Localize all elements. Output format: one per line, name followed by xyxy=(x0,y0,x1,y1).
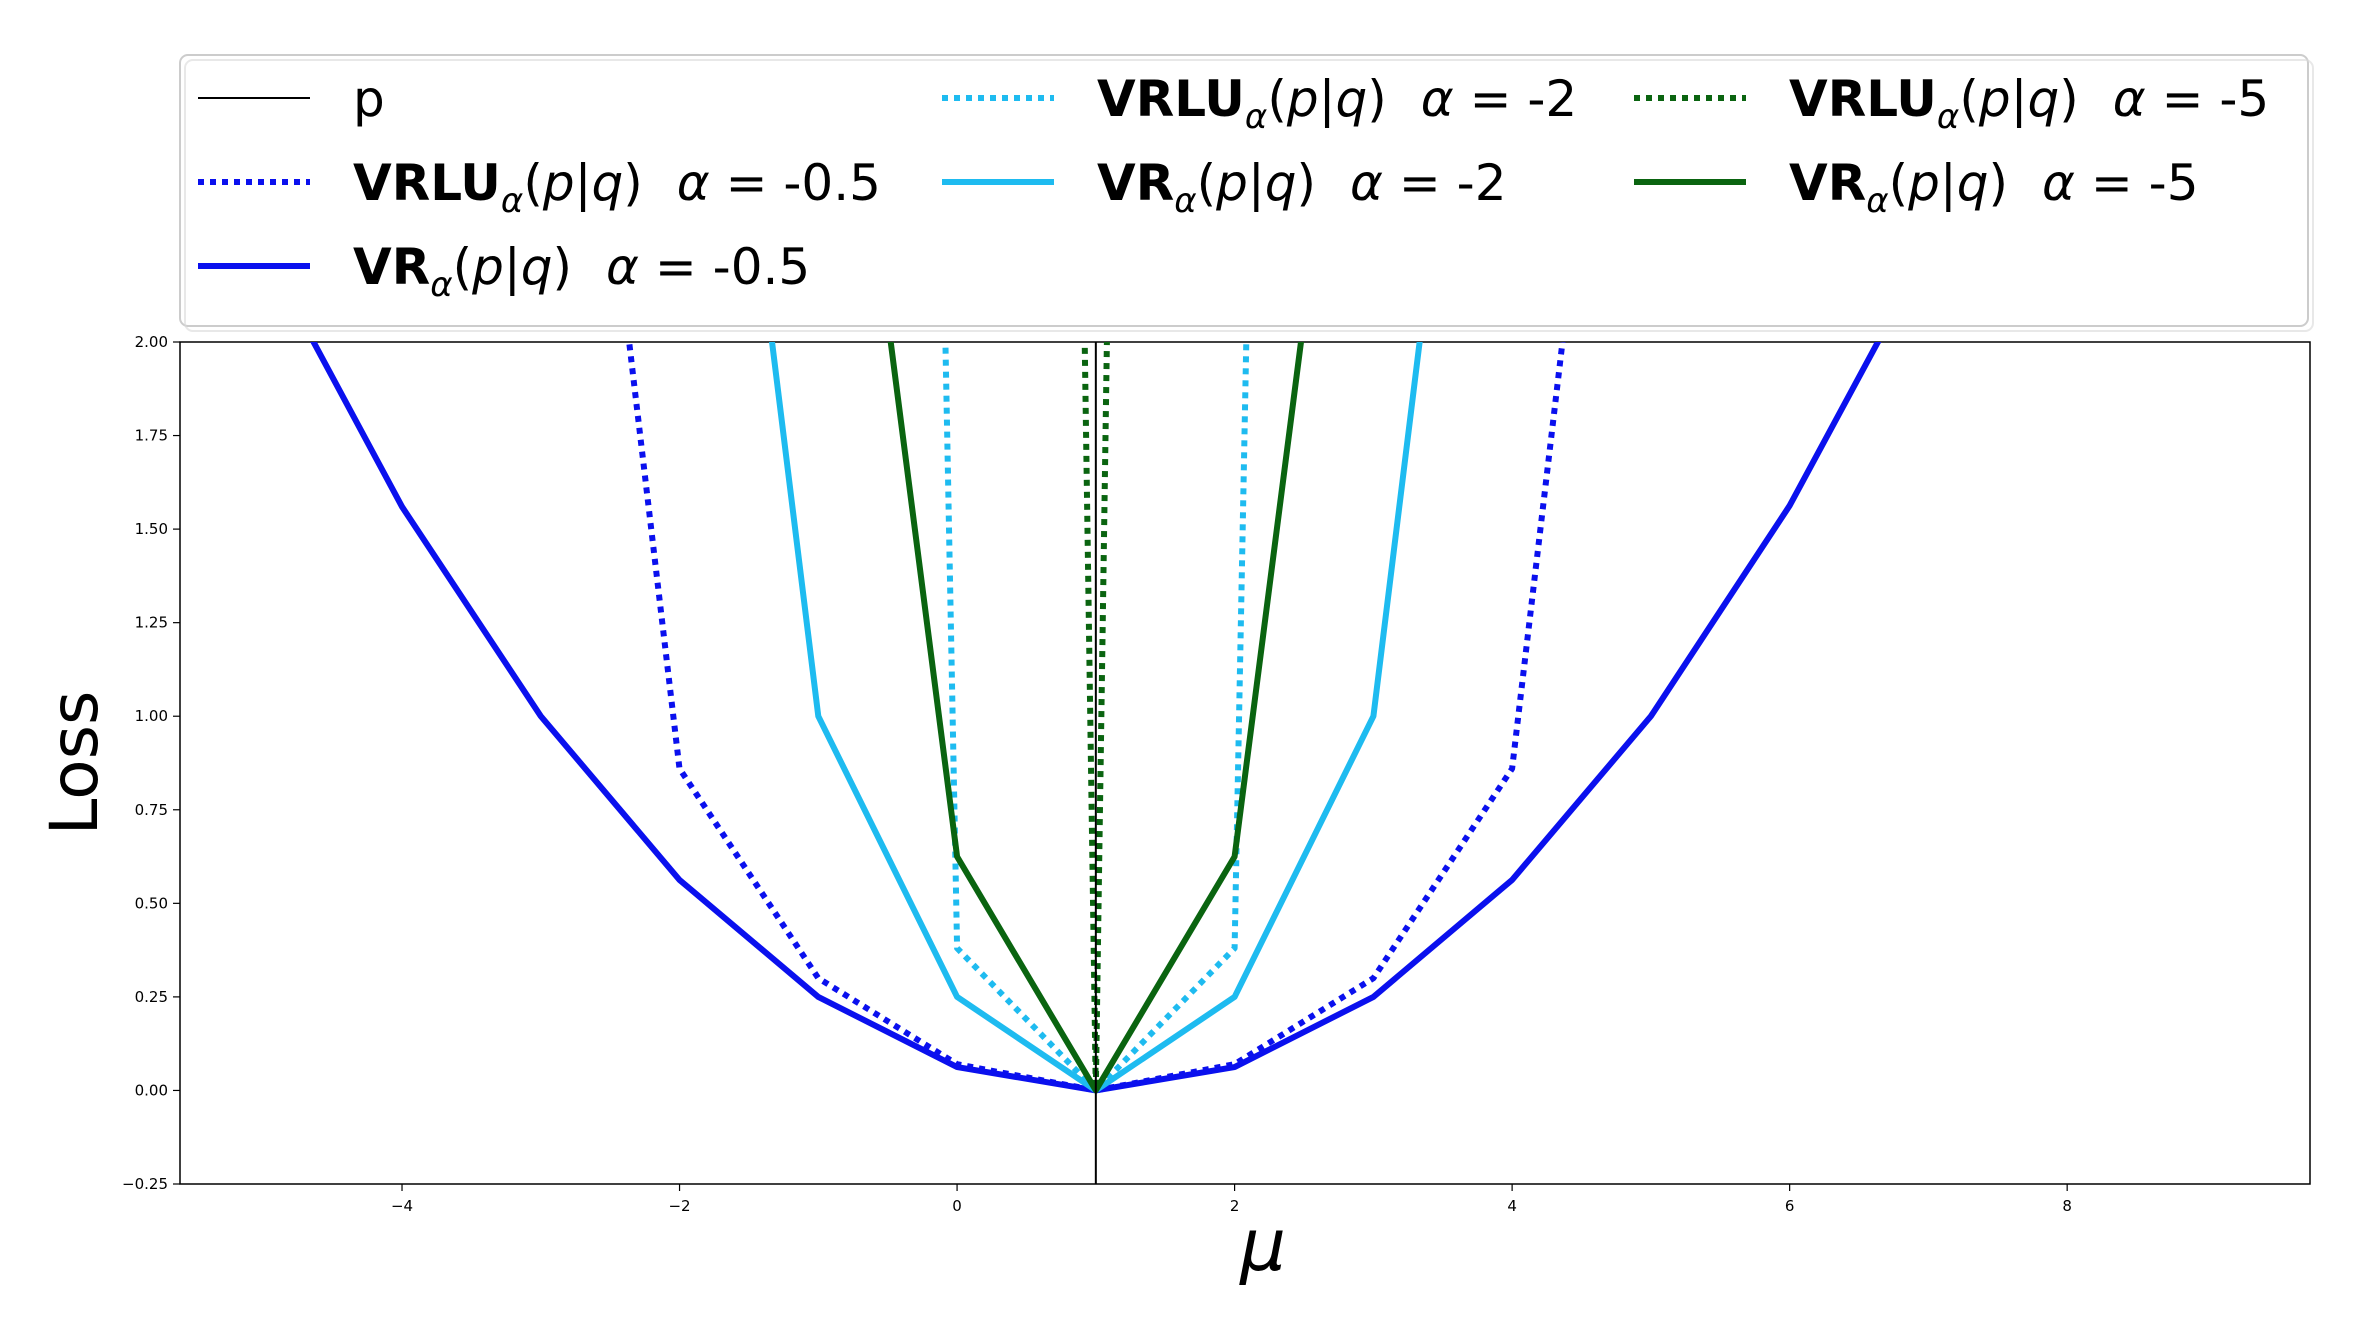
y-tick-label: 1.50 xyxy=(135,520,168,538)
series-line-1 xyxy=(626,342,1566,1094)
y-tick-label: 1.00 xyxy=(135,707,168,725)
y-tick-label: 0.50 xyxy=(135,894,168,912)
y-tick-label: 0.25 xyxy=(135,988,168,1006)
x-tick-label: 0 xyxy=(952,1197,962,1215)
legend: p VRLUα(p|q) α = -0.5 VRα(p|q) α = -0.5 VRLUα… xyxy=(179,54,2314,332)
x-tick-label: 8 xyxy=(2062,1197,2072,1215)
y-tick-label: 1.25 xyxy=(135,614,168,632)
y-tick-label: −0.25 xyxy=(122,1175,168,1193)
legend-label: VRα(p|q) α = -5 xyxy=(1789,154,2199,221)
legend-label: VRLUα(p|q) α = -2 xyxy=(1097,70,1577,137)
legend-label: VRα(p|q) α = -2 xyxy=(1097,154,1507,221)
y-tick-label: 1.75 xyxy=(135,427,168,445)
legend-box xyxy=(179,54,2309,327)
legend-label: VRLUα(p|q) α = -0.5 xyxy=(353,154,881,221)
y-axis-label: Loss xyxy=(36,691,113,836)
y-tick-label: 2.00 xyxy=(135,333,168,351)
legend-label: VRα(p|q) α = -0.5 xyxy=(353,238,810,305)
x-tick-label: 4 xyxy=(1507,1197,1517,1215)
x-tick-label: 6 xyxy=(1785,1197,1795,1215)
legend-label: VRLUα(p|q) α = -5 xyxy=(1789,70,2269,137)
x-tick-label: −2 xyxy=(668,1197,690,1215)
legend-label: p xyxy=(353,70,385,128)
x-axis-label: μ xyxy=(1239,1203,1286,1287)
series-layer xyxy=(310,342,1882,1184)
y-tick-label: 0.00 xyxy=(135,1081,168,1099)
x-tick-label: −4 xyxy=(391,1197,413,1215)
y-tick-label: 0.75 xyxy=(135,801,168,819)
x-tick-label: 2 xyxy=(1230,1197,1240,1215)
axes-layer: −4 −2 0 2 4 6 8 −0.25 0.00 0.25 0.50 0.75 1.00 1.25 1.… xyxy=(122,333,2072,1215)
